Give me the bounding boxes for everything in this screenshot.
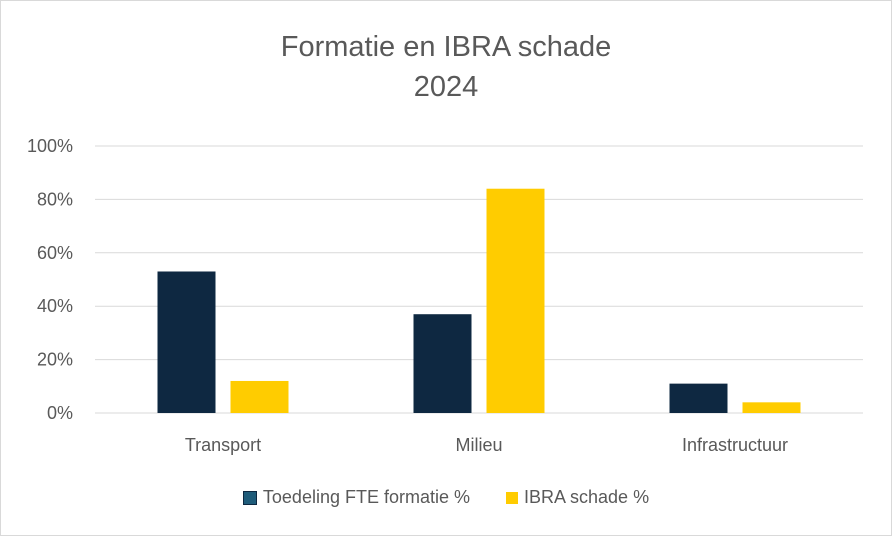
- bar-transport-series-2: [230, 380, 289, 413]
- y-tick-label: 40%: [37, 296, 73, 316]
- y-tick-label: 20%: [37, 350, 73, 370]
- legend-label-ibra: IBRA schade %: [524, 487, 650, 507]
- legend-label-fte: Toedeling FTE formatie %: [262, 487, 470, 507]
- chart-subtitle: 2024: [413, 71, 479, 103]
- chart-title-block: Formatie en IBRA schade 2024: [1, 27, 891, 107]
- bar-transport-series-1: [157, 271, 216, 413]
- legend-swatch-ibra: [506, 491, 518, 504]
- y-tick-label: 80%: [37, 189, 73, 209]
- bar-infrastructuur-series-2: [742, 402, 801, 413]
- chart-title: Formatie en IBRA schade: [280, 31, 612, 63]
- plot-area: 0% 20% 40% 60% 80% 100% Transport Milieu Infrast…: [27, 136, 863, 455]
- bar-infrastructuur-series-1: [669, 383, 728, 413]
- y-tick-label: 0%: [47, 403, 73, 423]
- legend: Toedeling FTE formatie % IBRA schade %: [1, 487, 891, 508]
- y-tick-label: 60%: [37, 243, 73, 263]
- bar-milieu-series-2: [486, 188, 545, 413]
- x-tick-label: Transport: [185, 435, 261, 455]
- y-tick-label: 100%: [27, 136, 73, 156]
- x-tick-label: Infrastructuur: [682, 435, 788, 455]
- legend-item-ibra: IBRA schade %: [506, 487, 649, 508]
- bar-milieu-series-1: [413, 314, 472, 413]
- x-tick-label: Milieu: [455, 435, 502, 455]
- legend-item-fte: Toedeling FTE formatie %: [242, 487, 470, 508]
- legend-swatch-fte: [242, 490, 257, 505]
